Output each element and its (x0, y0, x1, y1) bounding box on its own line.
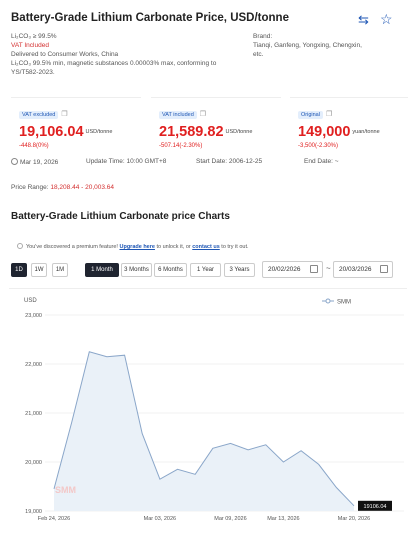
date-separator: ~ (326, 264, 331, 273)
price-value: 21,589.82 (159, 124, 224, 140)
series-line (53, 351, 355, 507)
date-to-input[interactable]: 20/03/2026 (333, 261, 393, 278)
spec-vat: VAT Included (11, 42, 49, 49)
contact-link[interactable]: contact us (192, 244, 220, 250)
range-3-years-button[interactable]: 3 Years (224, 263, 255, 277)
x-tick-label: Mar 09, 2026 (214, 516, 246, 522)
price-chart-frame (9, 288, 407, 526)
info-icon (17, 243, 23, 249)
premium-notice: You've discovered a premium feature! Upg… (17, 243, 249, 250)
price-value: 149,000 (298, 124, 351, 140)
price-unit: yuan/tonne (352, 129, 380, 135)
price-card-vat-included: VAT included ❐ 21,589.82 USD/tonne -507.14… (151, 97, 281, 149)
date-from-value: 20/02/2026 (268, 266, 301, 273)
last-value-label: 19106.04 (364, 504, 387, 510)
range-1-month-button[interactable]: 1 Month (85, 263, 119, 277)
y-tick-label: 20,000 (25, 460, 42, 466)
price-value: 19,106.04 (19, 124, 84, 140)
update-time: Update Time: 10:00 GMT+8 (86, 158, 167, 165)
copy-icon[interactable]: ❐ (61, 111, 68, 118)
price-unit: USD/tonne (225, 129, 253, 135)
interval-1d-button[interactable]: 1D (11, 263, 27, 277)
spec-delivery: Delivered to Consumer Works, China (11, 51, 119, 58)
upgrade-link[interactable]: Upgrade here (119, 244, 155, 250)
price-badge: Original (298, 111, 323, 119)
x-tick-label: Mar 13, 2026 (267, 516, 299, 522)
brand-list: Tianqi, Ganfeng, Yongxing, Chengxin, (253, 42, 362, 49)
interval-1m-button[interactable]: 1M (52, 263, 68, 277)
brand-label: Brand: (253, 33, 273, 40)
copy-icon[interactable]: ❐ (199, 111, 207, 118)
y-tick-label: 22,000 (25, 362, 42, 368)
price-change: -3,500(-2.30%) (298, 143, 339, 149)
range-1-year-button[interactable]: 1 Year (190, 263, 221, 277)
y-axis-label: USD (24, 298, 37, 304)
price-card-vat-excluded: VAT excluded ❐ 19,106.04 USD/tonne -448.8(… (11, 97, 141, 149)
swap-icon[interactable]: ⇆ (358, 12, 369, 27)
y-tick-label: 23,000 (25, 313, 42, 319)
y-tick-label: 21,000 (25, 411, 42, 417)
range-6-months-button[interactable]: 6 Months (154, 263, 187, 277)
interval-1w-button[interactable]: 1W (31, 263, 47, 277)
date-to-value: 20/03/2026 (339, 266, 372, 273)
premium-text-suffix: to try it out. (219, 244, 249, 250)
star-outline-icon[interactable]: ☆ (380, 11, 393, 27)
range-3-months-button[interactable]: 3 Months (121, 263, 152, 277)
x-tick-label: Mar 03, 2026 (144, 516, 176, 522)
chart-section-title: Battery-Grade Lithium Carbonate price Ch… (11, 211, 230, 222)
price-change: -507.14(-2.30%) (159, 143, 203, 149)
price-range: Price Range: 18,208.44 - 20,003.64 (11, 184, 114, 191)
x-tick-label: Feb 24, 2026 (38, 516, 70, 522)
price-chart: USD SMM 23,000 22,000 21,000 20,000 19,000 SMM F… (24, 298, 404, 522)
spec-purity: Li₂CO₃ ≥ 99.5% (11, 33, 57, 40)
spec-standard-code: YS/T582-2023. (11, 69, 55, 76)
price-date-value: Mar 19, 2026 (20, 159, 59, 166)
price-card-original: Original ❐ 149,000 yuan/tonne -3,500(-2.30… (290, 97, 408, 149)
price-badge: VAT included (159, 111, 197, 119)
price-date: Mar 19, 2026 (11, 158, 58, 166)
calendar-icon[interactable] (310, 265, 318, 273)
price-unit: USD/tonne (85, 129, 113, 135)
clock-icon (11, 158, 18, 165)
start-date: Start Date: 2006-12-25 (196, 158, 263, 165)
calendar-icon[interactable] (380, 265, 388, 273)
premium-text-middle: to unlock it, or (154, 244, 193, 250)
price-range-label: Price Range: (11, 184, 51, 191)
y-tick-label: 19,000 (25, 509, 42, 515)
series-area (54, 351, 354, 511)
page-title: Battery-Grade Lithium Carbonate Price, U… (11, 12, 289, 24)
legend-marker (325, 298, 331, 304)
premium-text: You've discovered a premium feature! (26, 244, 120, 250)
price-change: -448.8(0%) (19, 143, 49, 149)
copy-icon[interactable]: ❐ (325, 111, 333, 118)
date-from-input[interactable]: 20/02/2026 (262, 261, 323, 278)
legend-label: SMM (337, 300, 351, 306)
last-value-tag (358, 500, 392, 511)
x-tick-label: Mar 20, 2026 (338, 516, 370, 522)
spec-standard: Li₂CO₃ 99.5% min, magnetic substances 0.… (11, 60, 217, 67)
end-date: End Date: ~ (304, 158, 339, 165)
price-badge: VAT excluded (19, 111, 59, 119)
brand-list-etc: etc. (253, 51, 264, 58)
price-range-value: 18,208.44 - 20,003.64 (50, 184, 115, 191)
watermark: SMM (55, 485, 76, 495)
